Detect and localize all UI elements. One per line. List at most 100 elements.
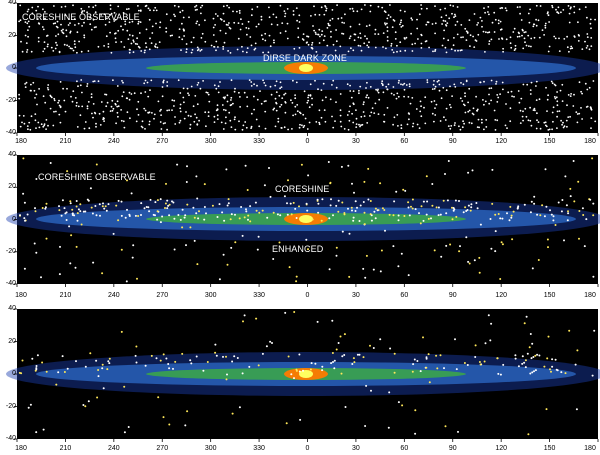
data-point — [254, 201, 257, 204]
data-point — [434, 85, 437, 88]
data-point — [526, 83, 529, 86]
data-point — [311, 103, 313, 106]
data-point — [493, 11, 496, 14]
data-point — [76, 219, 79, 222]
data-point — [408, 214, 411, 217]
data-point — [411, 198, 414, 201]
data-point — [148, 120, 151, 123]
data-point — [237, 22, 240, 24]
data-point — [425, 366, 428, 369]
data-point — [459, 128, 462, 131]
data-point — [284, 30, 287, 33]
data-point — [581, 118, 583, 120]
data-point — [517, 365, 520, 368]
data-point — [520, 97, 523, 100]
data-point — [524, 366, 527, 369]
data-point — [359, 125, 361, 128]
data-point — [223, 41, 226, 44]
data-point — [286, 7, 289, 10]
data-point — [43, 47, 46, 50]
data-point — [567, 212, 570, 215]
data-point — [470, 206, 473, 209]
data-point — [273, 41, 275, 44]
data-point — [109, 14, 112, 16]
data-point — [40, 123, 43, 126]
data-point — [286, 202, 288, 205]
data-point — [322, 39, 325, 42]
data-point — [394, 38, 397, 40]
data-point — [402, 188, 405, 191]
data-point — [166, 128, 169, 131]
data-point — [264, 32, 267, 35]
data-point — [352, 10, 355, 13]
data-point — [206, 361, 209, 363]
data-point — [393, 94, 395, 96]
data-point — [53, 5, 55, 7]
data-point — [226, 263, 229, 266]
data-point — [449, 127, 452, 130]
data-point — [159, 110, 161, 112]
data-point — [359, 45, 362, 47]
data-point — [383, 113, 386, 116]
data-point — [578, 210, 581, 212]
data-point — [320, 89, 323, 91]
data-point — [386, 39, 389, 42]
data-point — [536, 112, 538, 115]
data-point — [256, 84, 258, 87]
data-point — [75, 245, 78, 248]
data-point — [76, 51, 78, 54]
data-point — [103, 45, 105, 47]
data-point — [128, 215, 131, 217]
data-point — [20, 372, 23, 375]
data-point — [315, 121, 318, 123]
data-point — [44, 206, 47, 209]
data-point — [335, 40, 338, 43]
data-point — [416, 18, 418, 21]
x-tick-label: 240 — [107, 138, 120, 145]
data-point — [499, 278, 502, 280]
data-point — [465, 30, 468, 33]
data-point — [286, 22, 289, 25]
data-point — [151, 25, 154, 28]
data-point — [264, 39, 267, 42]
data-point — [592, 202, 595, 205]
data-point — [75, 205, 78, 208]
data-point — [221, 211, 224, 214]
x-tick-label: 180 — [584, 445, 596, 452]
data-point — [491, 202, 494, 205]
data-point — [108, 362, 111, 365]
data-point — [462, 83, 465, 86]
data-point — [434, 50, 436, 52]
data-point — [74, 24, 76, 26]
data-point — [418, 13, 421, 16]
data-point — [143, 51, 146, 54]
data-point — [275, 109, 278, 112]
data-point — [111, 109, 114, 112]
data-point — [284, 311, 287, 314]
data-point — [488, 93, 490, 96]
data-point — [583, 245, 586, 248]
x-tick-label: 240 — [107, 292, 120, 299]
data-point — [166, 109, 169, 112]
data-point — [213, 45, 215, 48]
data-point — [147, 111, 150, 114]
data-point — [21, 121, 23, 124]
data-point — [152, 9, 155, 12]
data-point — [443, 116, 445, 119]
data-point — [420, 205, 423, 208]
data-point — [233, 90, 236, 93]
data-point — [339, 335, 342, 338]
data-point — [392, 19, 395, 21]
data-point — [320, 219, 323, 222]
data-point — [468, 121, 471, 124]
data-point — [190, 41, 193, 44]
data-point — [518, 35, 521, 38]
data-point — [496, 119, 499, 122]
data-point — [362, 103, 365, 106]
data-point — [506, 212, 508, 215]
data-point — [531, 371, 534, 374]
data-point — [562, 121, 564, 124]
data-point — [566, 125, 568, 128]
data-point — [61, 31, 64, 34]
data-point — [431, 88, 434, 90]
